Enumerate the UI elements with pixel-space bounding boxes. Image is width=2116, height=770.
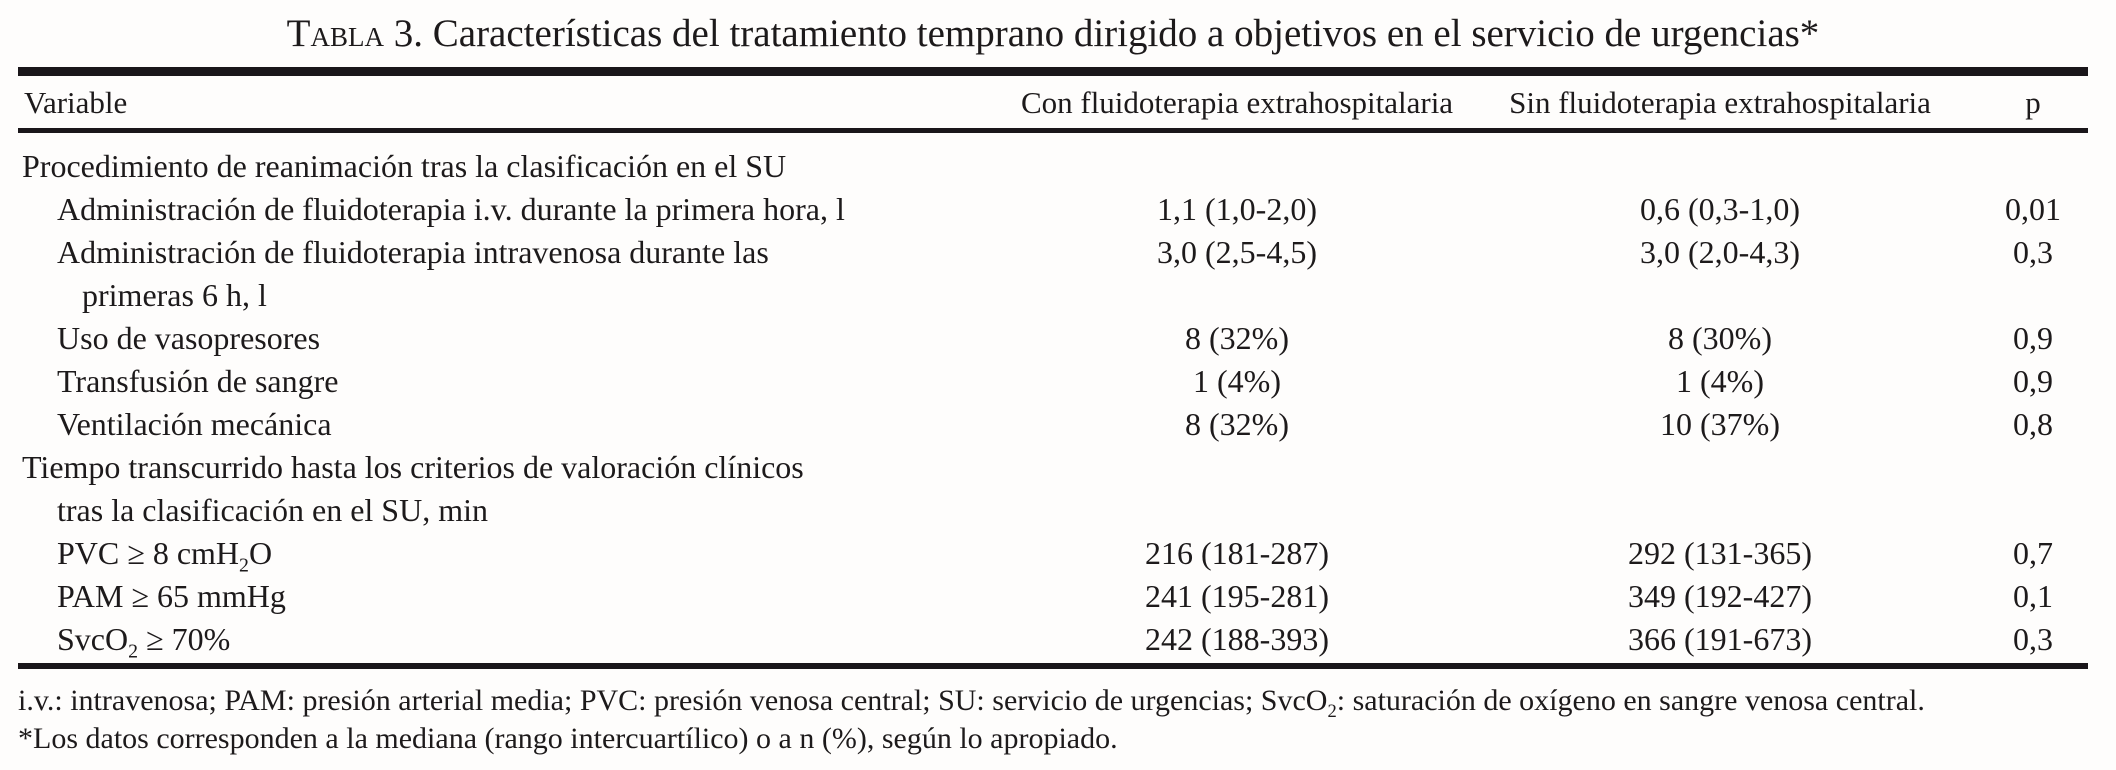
- row-value-p: 0,3: [2013, 234, 2053, 270]
- table-row: Transfusión de sangre 1 (4%) 1 (4%) 0,9: [18, 360, 2088, 403]
- top-rule: [18, 67, 2088, 76]
- bottom-rule: [18, 663, 2088, 669]
- row-label: SvcO2 ≥ 70%: [57, 621, 231, 663]
- row-value-sin-fluidoterapia: 349 (192-427): [1628, 578, 1812, 614]
- row-label: PVC ≥ 8 cmH2O: [57, 535, 273, 577]
- row-value-p: 0,3: [2013, 621, 2053, 657]
- table-row: Uso de vasopresores 8 (32%) 8 (30%) 0,9: [18, 317, 2088, 360]
- row-label-cell: Tiempo transcurrido hasta los criterios …: [18, 446, 1012, 532]
- table-row: Administración de fluidoterapia i.v. dur…: [18, 188, 2088, 231]
- table-header-row: Variable Con fluidoterapia extrahospital…: [18, 76, 2088, 128]
- row-value-con-fluidoterapia: 8 (32%): [1185, 406, 1289, 442]
- row-label: Administración de fluidoterapia i.v. dur…: [57, 191, 845, 227]
- row-label-cell: PVC ≥ 8 cmH2O: [18, 532, 1012, 575]
- row-label-cell: SvcO2 ≥ 70%: [18, 618, 1012, 661]
- row-value-sin-fluidoterapia: 3,0 (2,0-4,3): [1640, 234, 1800, 270]
- row-value-p: 0,8: [2013, 406, 2053, 442]
- table-title-text: 3. Características del tratamiento tempr…: [384, 12, 1820, 55]
- row-value-p: 0,01: [2005, 191, 2061, 227]
- row-value-con-fluidoterapia: 3,0 (2,5-4,5): [1157, 234, 1317, 270]
- table-row: PAM ≥ 65 mmHg 241 (195-281) 349 (192-427…: [18, 575, 2088, 618]
- row-value-p: 0,7: [2013, 535, 2053, 571]
- row-value-con-fluidoterapia: 216 (181-287): [1145, 535, 1329, 571]
- table-title-label: Tabla: [286, 12, 384, 55]
- row-value-sin-fluidoterapia: 8 (30%): [1668, 320, 1772, 356]
- row-label-cell: PAM ≥ 65 mmHg: [18, 575, 1012, 618]
- table-row: PVC ≥ 8 cmH2O 216 (181-287) 292 (131-365…: [18, 532, 2088, 575]
- row-label: Procedimiento de reanimación tras la cla…: [22, 148, 787, 184]
- column-header-variable: Variable: [24, 84, 128, 120]
- row-value-con-fluidoterapia: 241 (195-281): [1145, 578, 1329, 614]
- row-value-con-fluidoterapia: 1,1 (1,0-2,0): [1157, 191, 1317, 227]
- table-body: Procedimiento de reanimación tras la cla…: [18, 133, 2088, 661]
- row-value-sin-fluidoterapia: 292 (131-365): [1628, 535, 1812, 571]
- table-row: SvcO2 ≥ 70% 242 (188-393) 366 (191-673) …: [18, 618, 2088, 661]
- row-label: Uso de vasopresores: [57, 320, 321, 356]
- row-value-sin-fluidoterapia: 1 (4%): [1676, 363, 1764, 399]
- row-value-sin-fluidoterapia: 0,6 (0,3-1,0): [1640, 191, 1800, 227]
- row-label-line2: tras la clasificación en el SU, min: [57, 492, 488, 528]
- table-3: Tabla 3. Características del tratamiento…: [18, 0, 2088, 758]
- row-value-p: 0,1: [2013, 578, 2053, 614]
- row-label-cell: Administración de fluidoterapia intraven…: [18, 231, 1012, 317]
- footnotes: i.v.: intravenosa; PAM: presión arterial…: [18, 669, 2088, 758]
- column-header-con-fluidoterapia: Con fluidoterapia extrahospitalaria: [1020, 84, 1454, 120]
- table-row: Tiempo transcurrido hasta los criterios …: [18, 446, 2088, 532]
- column-header-p: p: [2025, 84, 2041, 120]
- row-value-p: 0,9: [2013, 320, 2053, 356]
- row-value-con-fluidoterapia: 242 (188-393): [1145, 621, 1329, 657]
- column-header-sin-fluidoterapia: Sin fluidoterapia extrahospitalaria: [1509, 84, 1931, 120]
- row-value-con-fluidoterapia: 8 (32%): [1185, 320, 1289, 356]
- table-row: Ventilación mecánica 8 (32%) 10 (37%) 0,…: [18, 403, 2088, 446]
- row-label-cell: Uso de vasopresores: [18, 317, 1012, 360]
- header-rule: [18, 128, 2088, 133]
- row-label-cell: Ventilación mecánica: [18, 403, 1012, 446]
- table-row: Administración de fluidoterapia intraven…: [18, 231, 2088, 317]
- row-label-cell: Administración de fluidoterapia i.v. dur…: [18, 188, 1012, 231]
- row-label: Transfusión de sangre: [57, 363, 339, 399]
- footnote-asterisk: *Los datos corresponden a la mediana (ra…: [18, 722, 1118, 755]
- row-value-sin-fluidoterapia: 10 (37%): [1660, 406, 1780, 442]
- row-label-cell: Transfusión de sangre: [18, 360, 1012, 403]
- row-value-sin-fluidoterapia: 366 (191-673): [1628, 621, 1812, 657]
- footnote-abbreviations: i.v.: intravenosa; PAM: presión arterial…: [18, 684, 1925, 722]
- row-label-cell: Procedimiento de reanimación tras la cla…: [18, 145, 1012, 188]
- row-label-line2: primeras 6 h, l: [82, 277, 267, 313]
- row-label: PAM ≥ 65 mmHg: [57, 578, 286, 614]
- row-value-p: 0,9: [2013, 363, 2053, 399]
- row-label: Administración de fluidoterapia intraven…: [57, 234, 769, 270]
- table-title: Tabla 3. Características del tratamiento…: [18, 0, 2088, 58]
- row-label: Ventilación mecánica: [57, 406, 332, 442]
- table-row: Procedimiento de reanimación tras la cla…: [18, 145, 2088, 188]
- row-value-con-fluidoterapia: 1 (4%): [1193, 363, 1281, 399]
- row-label: Tiempo transcurrido hasta los criterios …: [22, 449, 804, 485]
